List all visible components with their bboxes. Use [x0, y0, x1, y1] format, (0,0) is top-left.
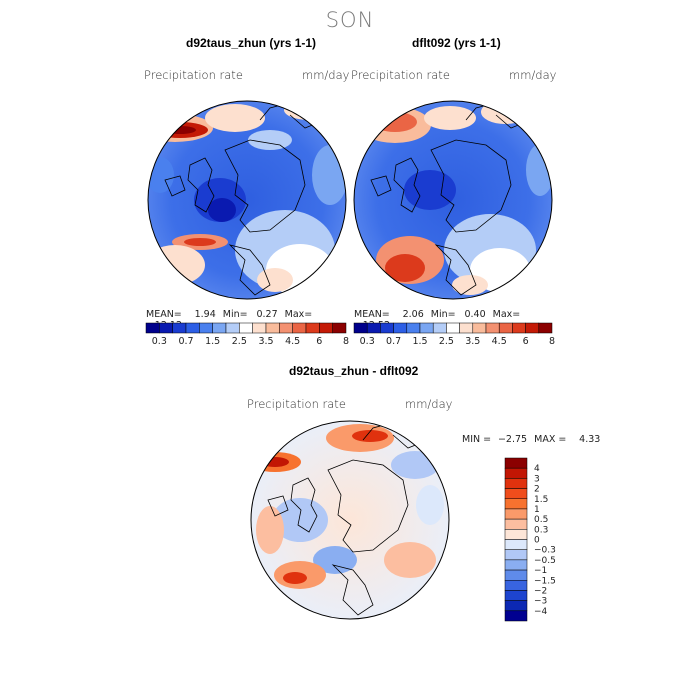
colorbar-2-tick-label: 4.5	[492, 336, 507, 347]
colorbar-1-swatch	[225, 322, 240, 334]
colorbar-1-swatch	[159, 322, 173, 334]
colorbar-1-tick-label: 4.5	[285, 336, 300, 347]
colorbar-diff-tick-label: −3	[534, 597, 547, 607]
colorbar-diff-swatch	[504, 467, 528, 479]
colorbar-1-tick-label: 2.5	[232, 336, 247, 347]
colorbar-diff-swatch	[504, 498, 528, 510]
colorbar-diff-tick-label: −0.5	[534, 556, 556, 566]
colorbar-2-tick-label: 1.5	[412, 336, 427, 347]
panel-3-map	[250, 420, 450, 620]
colorbar-diff-swatch	[504, 539, 528, 550]
colorbar-diff-swatch	[504, 610, 528, 622]
colorbar-2-swatch	[472, 322, 487, 334]
colorbar-2-tick-label: 6	[523, 336, 529, 347]
panel-1-variable-label: Precipitation rate	[144, 68, 243, 82]
colorbar-2-swatch	[446, 322, 460, 334]
colorbar-1-swatch	[305, 322, 320, 334]
colorbar-1-swatch	[172, 322, 187, 334]
colorbar-2-swatch	[406, 322, 421, 334]
figure-title: SON	[325, 8, 375, 32]
panel-3-units-label: mm/day	[405, 397, 453, 411]
colorbar-diff-swatch	[504, 600, 528, 612]
colorbar-diff-tick-label: 1	[534, 505, 540, 515]
colorbar-diff-tick-label: 0	[534, 536, 540, 546]
colorbar-2-tick-label: 2.5	[439, 336, 454, 347]
colorbar-2-tick-label: 3.5	[465, 336, 480, 347]
colorbar-1-tick-label: 0.3	[152, 336, 167, 347]
panel-3-variable-label: Precipitation rate	[247, 397, 346, 411]
colorbar-1-swatch	[332, 322, 347, 334]
colorbar-2-swatch	[498, 322, 513, 334]
colorbar-diff-tick-label: −0.3	[534, 546, 556, 556]
colorbar-1-tick-label: 0.7	[178, 336, 193, 347]
colorbar-diff-swatch	[504, 590, 528, 601]
colorbar-diff-swatch	[504, 580, 528, 591]
colorbar-diff-tick-label: 4	[534, 464, 540, 474]
colorbar-2-tick-label: 0.3	[360, 336, 375, 347]
colorbar-diff-swatch	[504, 559, 528, 571]
colorbar-2-tick-label: 8	[549, 336, 555, 347]
colorbar-diff-tick-label: 3	[534, 474, 540, 484]
colorbar-diff-swatch	[504, 478, 528, 489]
colorbar-2-tick-label: 0.7	[386, 336, 401, 347]
panel-1-units-label: mm/day	[302, 68, 350, 82]
colorbar-diff-swatch	[504, 529, 528, 540]
colorbar-2-swatch	[353, 322, 368, 334]
colorbar-diff-tick-label: −1	[534, 566, 547, 576]
colorbar-2-swatch	[432, 322, 447, 334]
colorbar-diff-swatch	[504, 488, 528, 499]
panel-2-variable-label: Precipitation rate	[351, 68, 450, 82]
colorbar-1-swatch	[199, 322, 213, 334]
colorbar-1-tick-label: 3.5	[258, 336, 273, 347]
colorbar-1-swatch	[212, 322, 227, 334]
colorbar-diff-swatch	[504, 569, 528, 581]
panel-1-map	[147, 100, 347, 300]
colorbar-panel-1: 0.3 0.7 1.5 2.5 3.5 4.5 6 8	[145, 322, 349, 347]
colorbar-2-swatch	[525, 322, 540, 334]
colorbar-1-tick-label: 8	[343, 336, 349, 347]
colorbar-2-swatch	[538, 322, 553, 334]
colorbar-diff-swatch	[504, 549, 528, 561]
colorbar-1-tick-label: 6	[316, 336, 322, 347]
panel-3-stats: MIN = −2.75 MAX = 4.33	[462, 434, 601, 445]
colorbar-1-swatch	[239, 322, 253, 334]
colorbar-diff-tick-label: 0.3	[534, 525, 548, 535]
panel-3-title: d92taus_zhun - dflt092	[289, 364, 419, 378]
colorbar-diff-tick-label: 2	[534, 485, 540, 495]
colorbar-1-swatch	[265, 322, 280, 334]
colorbar-diff-swatch	[504, 508, 528, 520]
colorbar-1-swatch	[292, 322, 307, 334]
panel-1-title: d92taus_zhun (yrs 1-1)	[186, 36, 317, 50]
colorbar-1-tick-label: 1.5	[205, 336, 220, 347]
colorbar-diff-tick-label: 0.5	[534, 515, 548, 525]
colorbar-2-swatch	[512, 322, 526, 334]
colorbar-1-swatch	[319, 322, 333, 334]
colorbar-diff-swatch	[504, 457, 528, 469]
colorbar-2-swatch	[380, 322, 394, 334]
colorbar-2-swatch	[393, 322, 408, 334]
colorbar-panel-2: 0.3 0.7 1.5 2.5 3.5 4.5 6 8	[353, 322, 555, 347]
colorbar-diff-swatch	[504, 518, 528, 530]
colorbar-2-swatch	[419, 322, 434, 334]
colorbar-1-swatch	[185, 322, 200, 334]
colorbar-diff-tick-label: −2	[534, 586, 547, 596]
colorbar-diff-tick-label: −1.5	[534, 576, 556, 586]
panel-2-title: dflt092 (yrs 1-1)	[412, 36, 501, 50]
colorbar-2-swatch	[459, 322, 474, 334]
colorbar-2-swatch	[485, 322, 500, 334]
colorbar-2-swatch	[366, 322, 381, 334]
panel-2-units-label: mm/day	[509, 68, 557, 82]
panel-2-map	[353, 100, 553, 300]
colorbar-1-swatch	[279, 322, 293, 334]
colorbar-diff-tick-label: 1.5	[534, 495, 548, 505]
colorbar-diff-tick-label: −4	[534, 607, 548, 617]
colorbar-1-swatch	[145, 322, 160, 334]
colorbar-1-swatch	[252, 322, 267, 334]
